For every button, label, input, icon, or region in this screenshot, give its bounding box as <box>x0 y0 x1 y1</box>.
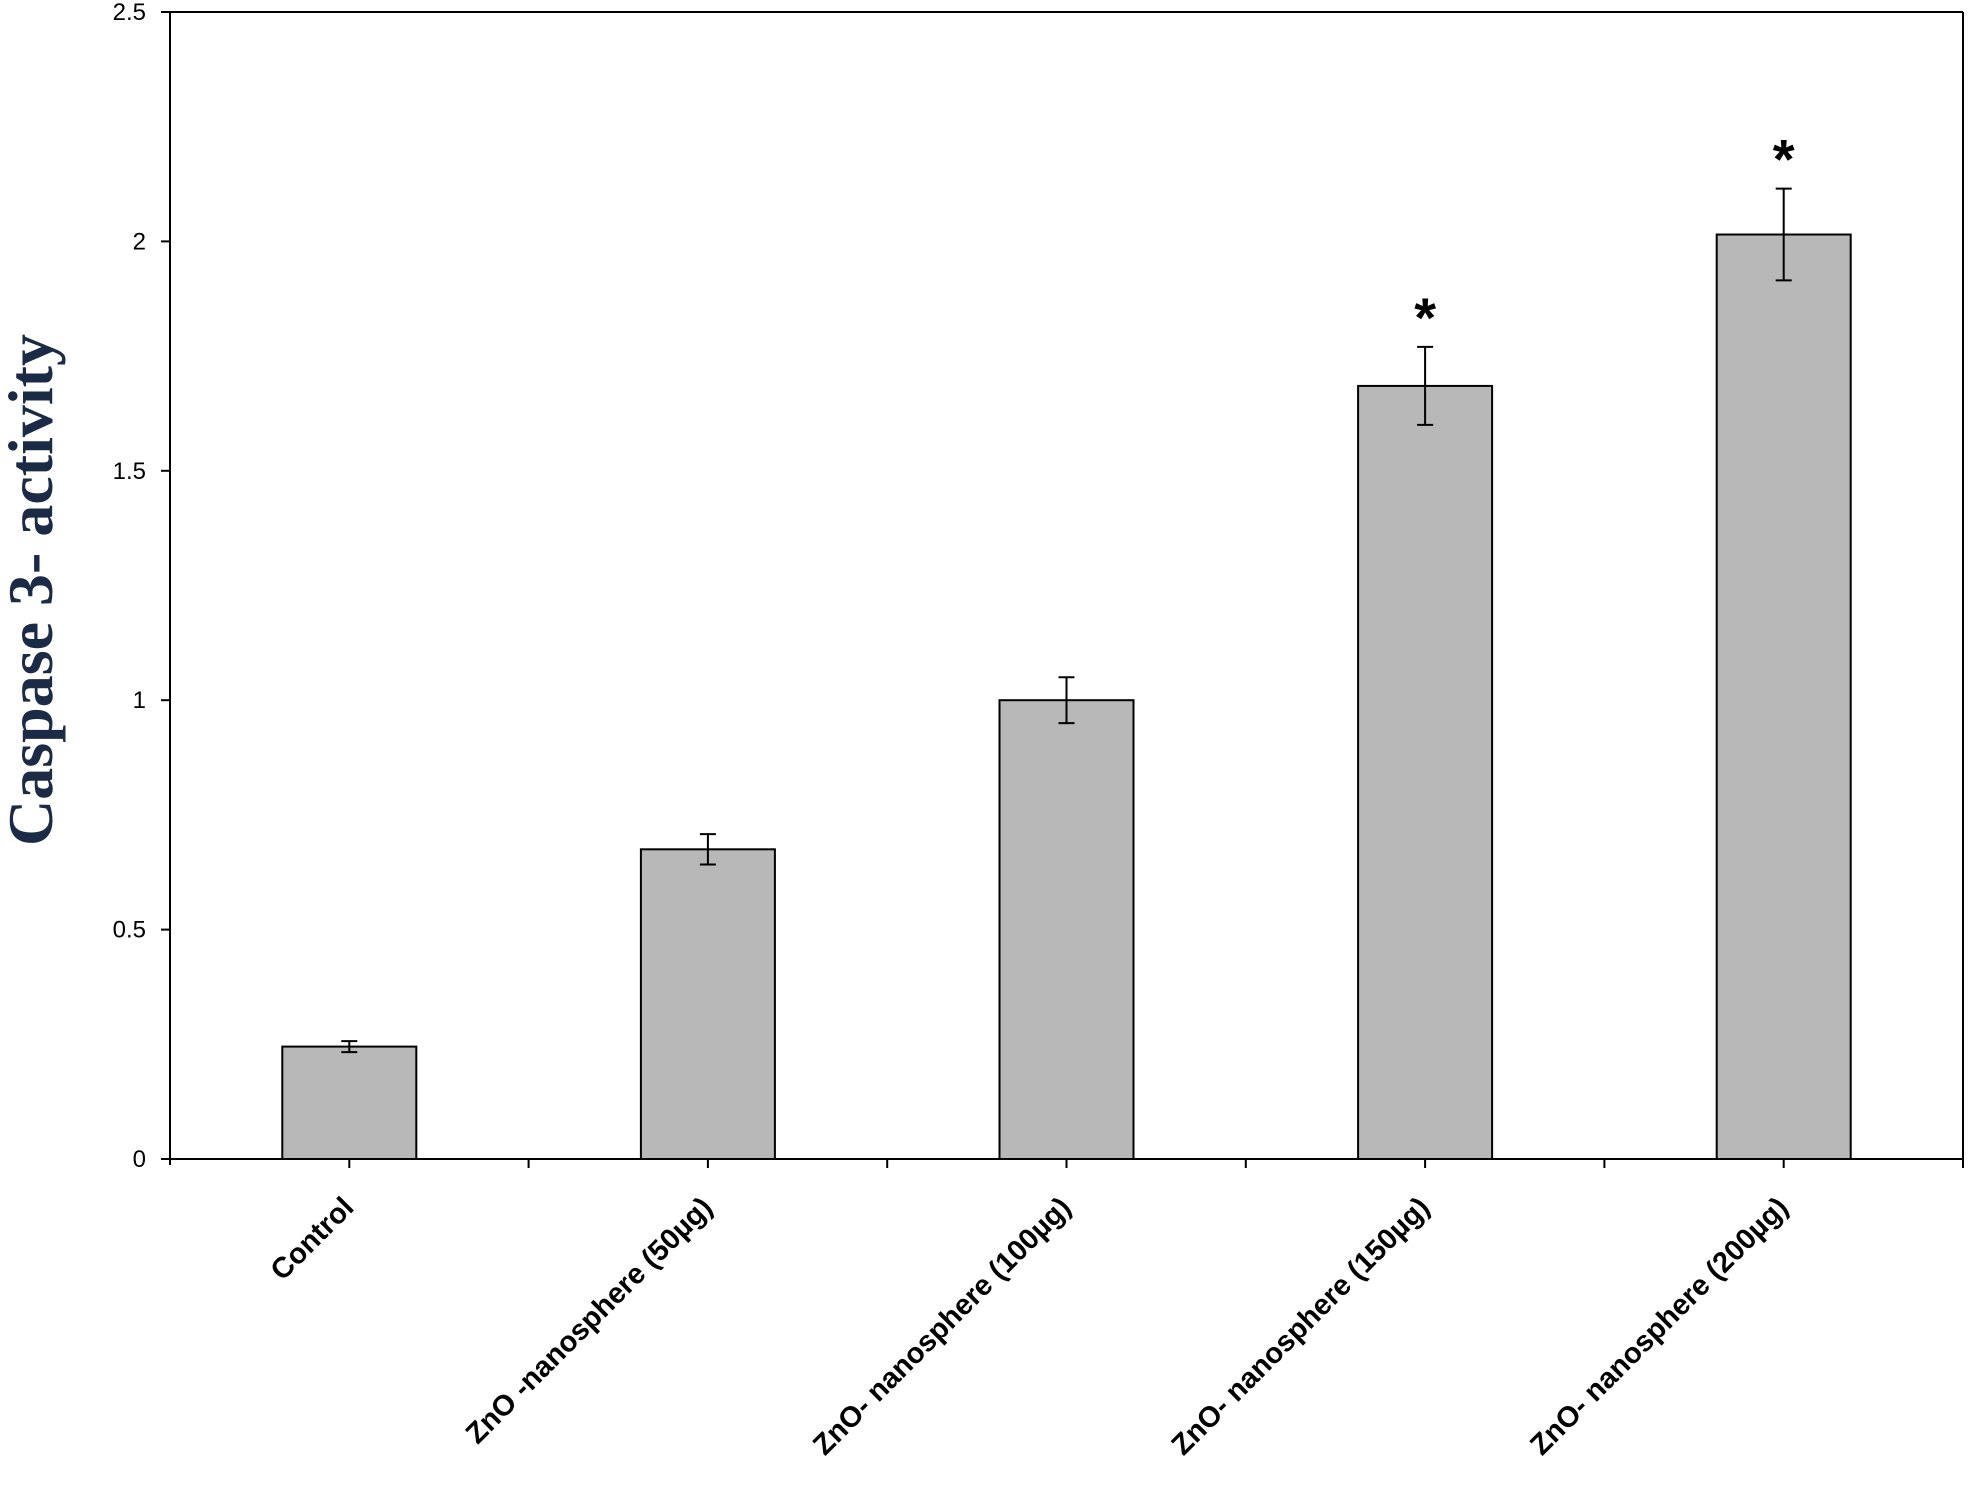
y-axis-label: Caspase 3- activity <box>0 334 66 846</box>
bar <box>1357 384 1494 1160</box>
y-tick-label: 2 <box>133 228 146 255</box>
bar <box>998 699 1135 1160</box>
bar <box>1715 233 1852 1160</box>
bar <box>639 848 776 1160</box>
category-label: ZnO- nanosphere (200µg) <box>1524 1191 1794 1461</box>
y-tick-label: 1.5 <box>113 458 146 485</box>
category-labels: Control ZnO -nanosphere (50µg) ZnO- nanosp… <box>265 1191 1795 1461</box>
significance-star: * <box>1414 286 1436 349</box>
category-label: ZnO -nanosphere (50µg) <box>460 1191 719 1450</box>
y-tick-label: 0.5 <box>113 917 146 944</box>
category-label: ZnO- nanosphere (150µg) <box>1166 1191 1436 1461</box>
x-axis-ticks <box>348 1159 1964 1168</box>
bars <box>281 233 1852 1160</box>
y-tick-label: 2.5 <box>113 0 146 26</box>
y-axis-ticks: 0 0.5 1 1.5 2 2.5 <box>113 0 170 1173</box>
bar <box>281 1045 418 1160</box>
significance-markers: ** <box>1414 128 1795 349</box>
significance-star: * <box>1773 128 1795 191</box>
y-tick-label: 1 <box>133 687 146 714</box>
y-tick-label: 0 <box>133 1146 146 1173</box>
category-label: Control <box>265 1191 361 1287</box>
error-bars <box>341 187 1792 1054</box>
category-label: ZnO- nanosphere (100µg) <box>807 1191 1077 1461</box>
